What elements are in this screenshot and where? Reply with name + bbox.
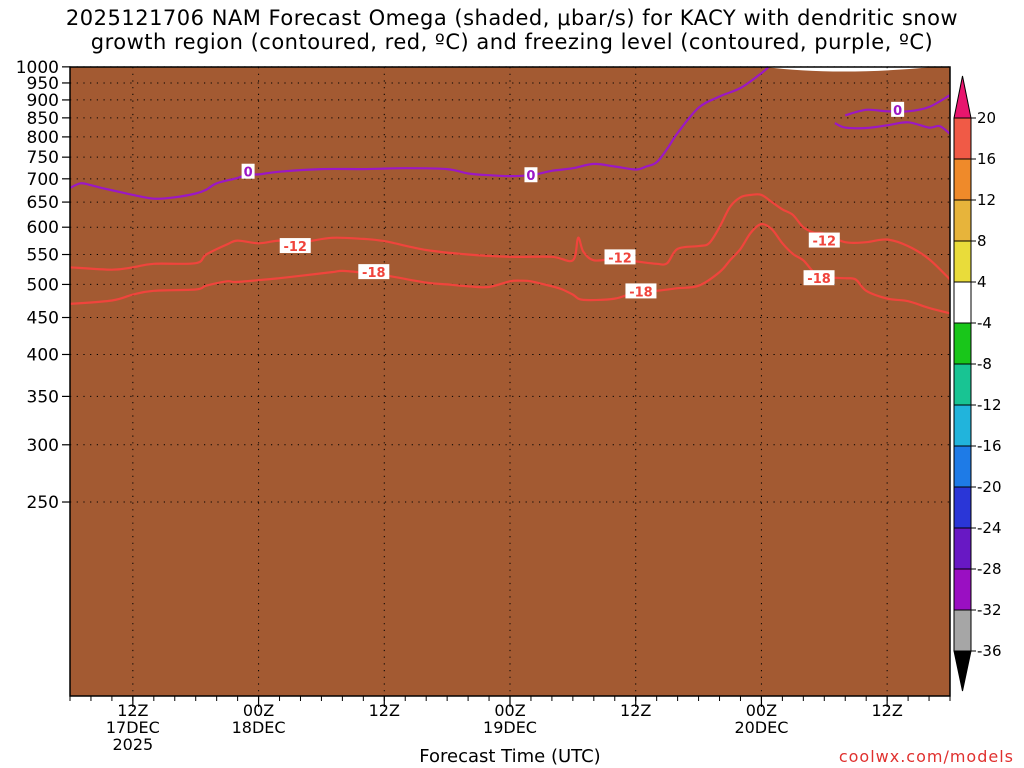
y-tick-label-800: 800 — [27, 128, 59, 148]
colorbar-swatch-10 — [953, 527, 972, 570]
colorbar-label-12: 12 — [977, 191, 996, 209]
y-tick-label-900: 900 — [27, 91, 59, 111]
x-tick-label-1-1: 18DEC — [232, 718, 286, 737]
colorbar-swatch-0 — [953, 117, 972, 160]
x-tick-label-1-0: 00Z — [243, 701, 274, 720]
x-tick-label-3-0: 00Z — [494, 701, 525, 720]
colorbar-label-20: 20 — [977, 109, 996, 127]
colorbar-label-16: 16 — [977, 150, 996, 168]
colorbar: 20 16 12 8 4 -4 -8 -12 -16 -20 -24 -28 -32 -36 — [953, 75, 1002, 692]
contour-label-8: 0 — [893, 104, 902, 119]
colorbar-swatch-2 — [953, 199, 972, 242]
colorbar-label--32: -32 — [977, 601, 1002, 619]
colorbar-swatch-6 — [953, 363, 972, 406]
contour-label-bg-0 — [358, 264, 390, 280]
credit-text: coolwx.com/models — [838, 747, 1014, 766]
y-tick-label-400: 400 — [27, 345, 59, 365]
y-tick-label-1000: 1000 — [16, 58, 59, 78]
colorbar-label-8: 8 — [977, 232, 987, 250]
contour-freezing — [70, 67, 771, 200]
contour-label-bg-2 — [803, 270, 835, 286]
colorbar-swatch-11 — [953, 568, 972, 611]
colorbar-label--16: -16 — [977, 437, 1002, 455]
y-tick-label-350: 350 — [27, 387, 59, 407]
x-tick-label-0-0: 12Z — [117, 701, 148, 720]
x-tick-label-2-0: 12Z — [369, 701, 400, 720]
contour-layer: -18 -18 -18 -12 -12 -12 0 0 0 — [70, 67, 950, 315]
x-tick-label-5-0: 00Z — [746, 701, 777, 720]
colorbar-label--8: -8 — [977, 355, 992, 373]
y-tick-label-600: 600 — [27, 218, 59, 238]
contour-label-6: 0 — [244, 166, 253, 181]
contour-label-5: -12 — [813, 235, 837, 250]
colorbar-label-4: 4 — [977, 273, 987, 291]
x-tick-label-0-2: 2025 — [112, 735, 153, 754]
y-tick-label-550: 550 — [27, 246, 59, 266]
x-tick-label-5-1: 20DEC — [734, 718, 788, 737]
contour-label-3: -12 — [283, 240, 307, 255]
terrain-band — [70, 67, 950, 696]
colorbar-swatch-5 — [953, 322, 972, 365]
y-tick-label-700: 700 — [27, 170, 59, 190]
colorbar-swatch-12 — [953, 609, 972, 652]
contour-label-bg-3 — [279, 238, 311, 254]
contour-label-bg-7 — [524, 167, 538, 183]
y-tick-label-450: 450 — [27, 309, 59, 329]
contour-label-4: -12 — [608, 251, 632, 266]
y-tick-label-500: 500 — [27, 275, 59, 295]
y-tick-label-250: 250 — [27, 493, 59, 513]
colorbar-top-arrow — [953, 75, 972, 119]
colorbar-label--36: -36 — [977, 642, 1002, 660]
title-line-2: growth region (contoured, red, ºC) and f… — [90, 30, 934, 54]
axes-layer: 2503003504004505005506006507007508008509… — [16, 58, 951, 754]
colorbar-swatch-3 — [953, 240, 972, 283]
x-tick-label-4-0: 12Z — [620, 701, 651, 720]
title-line-1: 2025121706 NAM Forecast Omega (shaded, μ… — [65, 6, 959, 30]
colorbar-label--4: -4 — [977, 314, 992, 332]
colorbar-swatch-1 — [953, 158, 972, 201]
colorbar-swatch-9 — [953, 486, 972, 529]
y-tick-label-850: 850 — [27, 109, 59, 129]
colorbar-swatch-7 — [953, 404, 972, 447]
colorbar-label--24: -24 — [977, 519, 1002, 537]
contour-label-bg-6 — [241, 163, 255, 179]
contour-label-2: -18 — [807, 272, 831, 287]
contour-freezing_right — [834, 121, 950, 135]
colorbar-swatch-4 — [953, 281, 972, 324]
y-tick-label-300: 300 — [27, 436, 59, 456]
chart-title: 2025121706 NAM Forecast Omega (shaded, μ… — [0, 6, 1024, 54]
colorbar-label--28: -28 — [977, 560, 1002, 578]
x-tick-label-6-0: 12Z — [871, 701, 902, 720]
contour-label-1: -18 — [629, 285, 653, 300]
y-tick-label-950: 950 — [27, 74, 59, 94]
omega-shading-layer — [70, 67, 950, 696]
contour-label-bg-8 — [891, 101, 905, 117]
x-tick-label-0-1: 17DEC — [106, 718, 160, 737]
x-tick-label-3-1: 19DEC — [483, 718, 537, 737]
y-tick-label-650: 650 — [27, 193, 59, 213]
contour-label-bg-1 — [625, 283, 657, 299]
contour-label-0: -18 — [362, 266, 386, 281]
contour-label-bg-5 — [808, 232, 840, 248]
contour-label-7: 0 — [526, 169, 535, 184]
y-tick-label-750: 750 — [27, 148, 59, 168]
colorbar-swatch-8 — [953, 445, 972, 488]
colorbar-label--12: -12 — [977, 396, 1002, 414]
colorbar-bottom-arrow — [953, 650, 972, 692]
colorbar-label--20: -20 — [977, 478, 1002, 496]
x-axis-label: Forecast Time (UTC) — [419, 746, 601, 767]
contour-label-bg-4 — [604, 249, 636, 265]
